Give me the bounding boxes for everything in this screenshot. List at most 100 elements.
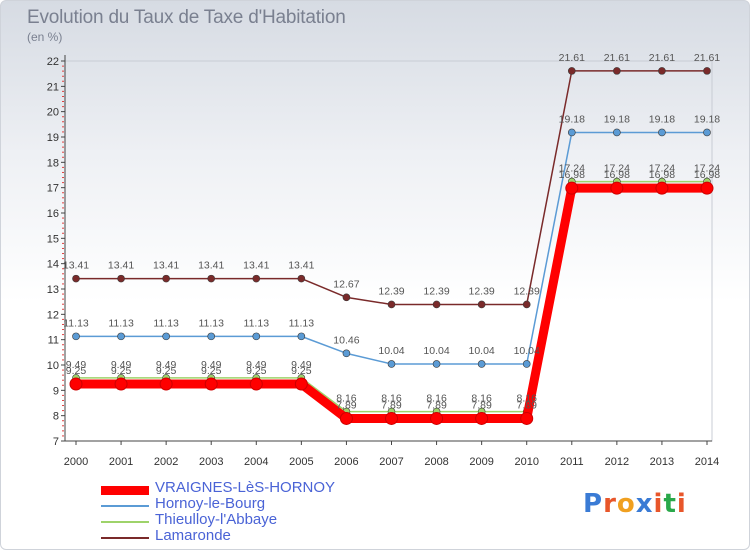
data-label-hornoy-le-bourg: 10.04 [469,345,495,357]
y-tick-label: 9 [53,385,59,397]
data-point-vraignes-l-s-hornoy [204,377,218,391]
data-label-lamaronde: 21.61 [559,52,585,64]
data-point-hornoy-le-bourg [252,332,261,341]
data-point-hornoy-le-bourg [342,349,351,358]
y-tick-label: 10 [47,360,59,372]
data-label-vraignes-l-s-hornoy: 9.25 [246,365,267,377]
data-point-lamaronde [342,293,351,302]
data-label-thieulloy-l-abbaye: 17.24 [604,163,630,175]
data-label-vraignes-l-s-hornoy: 7.89 [336,399,357,411]
data-label-thieulloy-l-abbaye: 8.16 [381,393,402,405]
logo-letter: o [616,489,636,519]
data-point-hornoy-le-bourg [477,360,486,368]
data-point-lamaronde [162,274,170,283]
y-tick-label: 17 [47,183,59,195]
x-tick-label: 2002 [154,456,178,468]
data-point-hornoy-le-bourg [522,360,531,368]
legend-swatch [101,505,149,507]
x-tick-label: 2014 [695,456,719,468]
data-point-hornoy-le-bourg [387,360,396,368]
data-label-hornoy-le-bourg: 11.13 [198,317,224,329]
data-point-lamaronde [477,300,486,309]
y-tick-label: 12 [47,309,59,321]
data-label-lamaronde: 13.41 [198,260,224,272]
data-label-lamaronde: 13.41 [108,260,134,272]
data-point-vraignes-l-s-hornoy [655,181,669,195]
data-point-vraignes-l-s-hornoy [294,377,308,391]
data-label-hornoy-le-bourg: 10.46 [333,334,359,346]
data-label-lamaronde: 12.39 [514,285,540,297]
data-label-thieulloy-l-abbaye: 17.24 [559,163,585,175]
data-point-lamaronde [567,67,576,75]
logo-letter: i [676,489,687,519]
data-point-hornoy-le-bourg [432,360,441,368]
data-label-vraignes-l-s-hornoy: 9.25 [111,365,132,377]
data-point-vraignes-l-s-hornoy [339,411,353,425]
data-label-thieulloy-l-abbaye: 9.49 [111,359,132,371]
data-point-lamaronde [207,274,216,283]
y-tick-label: 7 [53,436,59,448]
x-tick-label: 2012 [605,456,629,468]
data-label-vraignes-l-s-hornoy: 16.98 [649,169,675,181]
y-tick-label: 14 [47,259,59,271]
proxiti-logo: Proxiti [583,489,687,519]
x-tick-label: 2010 [514,456,538,468]
data-point-lamaronde [432,300,441,309]
legend-label: Hornoy-le-Bourg [155,495,266,512]
data-label-hornoy-le-bourg: 11.13 [244,317,270,329]
legend-swatch [101,485,149,495]
data-label-thieulloy-l-abbaye: 9.49 [291,359,312,371]
data-point-vraignes-l-s-hornoy [385,411,398,425]
data-label-hornoy-le-bourg: 19.18 [694,113,720,125]
data-point-vraignes-l-s-hornoy [475,411,489,425]
y-tick-label: 22 [47,56,59,68]
data-point-lamaronde [613,67,621,75]
data-point-hornoy-le-bourg [162,332,170,341]
data-label-thieulloy-l-abbaye: 17.24 [694,163,720,175]
data-point-hornoy-le-bourg [658,128,666,137]
data-label-lamaronde: 13.41 [153,260,179,272]
data-label-thieulloy-l-abbaye: 17.24 [649,163,675,175]
data-label-vraignes-l-s-hornoy: 7.89 [381,399,402,411]
data-point-lamaronde [297,274,306,283]
data-label-vraignes-l-s-hornoy: 9.25 [291,365,312,377]
data-label-hornoy-le-bourg: 19.18 [649,113,675,125]
data-point-hornoy-le-bourg [703,128,711,137]
data-label-hornoy-le-bourg: 10.04 [378,345,404,357]
data-label-thieulloy-l-abbaye: 9.49 [246,359,267,371]
data-label-vraignes-l-s-hornoy: 9.25 [66,365,87,377]
data-label-lamaronde: 13.41 [243,260,269,272]
data-label-thieulloy-l-abbaye: 8.16 [336,393,357,405]
x-tick-label: 2008 [424,456,448,468]
data-label-hornoy-le-bourg: 10.04 [423,345,449,357]
data-label-vraignes-l-s-hornoy: 7.89 [471,399,492,411]
x-tick-label: 2009 [469,456,493,468]
x-tick-label: 2013 [650,456,674,468]
y-tick-label: 18 [47,157,59,169]
axes: 7 8 9 10 11 12 13 14 15 16 17 18 19 20 21 22 2000 2001 200… [47,55,719,468]
data-point-lamaronde [252,274,261,283]
data-point-vraignes-l-s-hornoy [610,181,624,195]
data-labels-layer: 9.25 9.25 9.25 9.25 9.25 9.25 7.89 7.89 7.89 7.89… [63,52,720,412]
data-point-vraignes-l-s-hornoy [520,411,534,425]
data-point-vraignes-l-s-hornoy [114,377,128,391]
data-point-hornoy-le-bourg [567,128,576,137]
data-label-hornoy-le-bourg: 19.18 [559,113,585,125]
data-label-hornoy-le-bourg: 11.13 [63,317,89,329]
data-label-vraignes-l-s-hornoy: 7.89 [426,399,447,411]
data-label-vraignes-l-s-hornoy: 7.89 [516,399,537,411]
data-label-thieulloy-l-abbaye: 8.16 [516,393,537,405]
x-tick-label: 2005 [289,456,313,468]
series-layer [69,67,714,425]
y-tick-label: 20 [47,107,59,119]
data-label-lamaronde: 12.39 [378,285,404,297]
data-label-lamaronde: 21.61 [604,52,630,64]
data-label-thieulloy-l-abbaye: 9.49 [156,359,177,371]
data-label-lamaronde: 12.67 [333,278,359,290]
data-label-thieulloy-l-abbaye: 9.49 [201,359,222,371]
data-point-hornoy-le-bourg [207,332,216,341]
data-point-vraignes-l-s-hornoy [69,377,83,391]
data-label-hornoy-le-bourg: 19.18 [604,113,630,125]
